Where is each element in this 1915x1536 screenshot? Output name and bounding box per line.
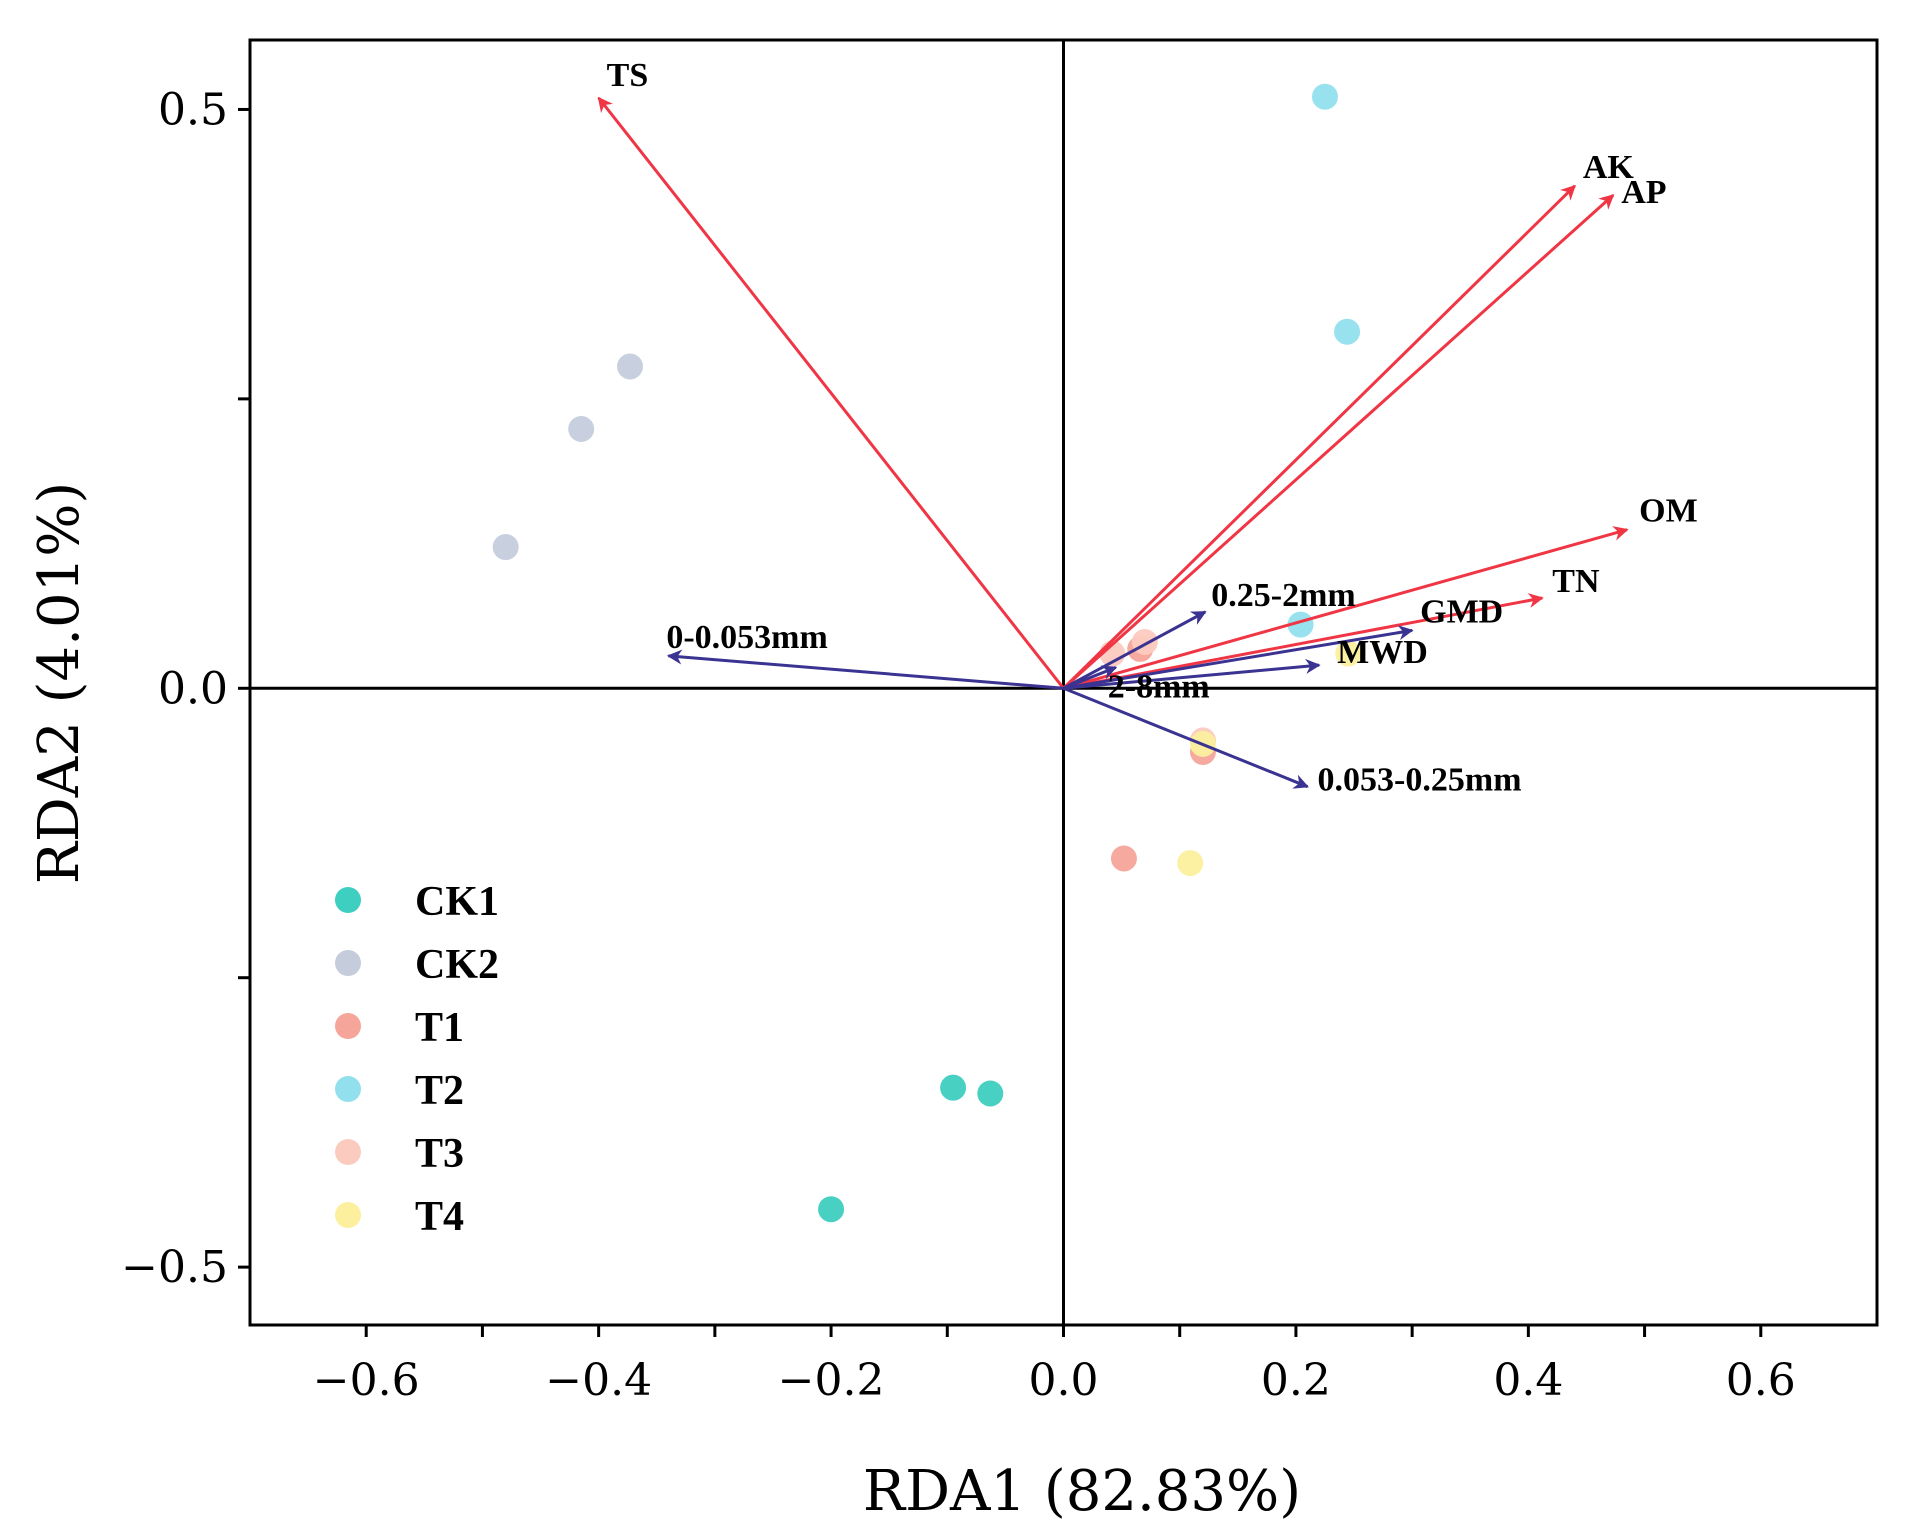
legend-marker-t1 bbox=[335, 1013, 361, 1039]
x-tick-label: −0.2 bbox=[778, 1355, 885, 1406]
vector-label-0-0-053mm: 0-0.053mm bbox=[666, 619, 827, 656]
y-tick-label: −0.5 bbox=[121, 1242, 228, 1293]
y-axis-title: RDA2 (4.01%) bbox=[27, 482, 92, 885]
x-axis-title: RDA1 (82.83%) bbox=[863, 1459, 1301, 1524]
vector-tn bbox=[1063, 593, 1544, 690]
vector-label-ak: AK bbox=[1583, 149, 1635, 186]
legend-marker-t2 bbox=[335, 1076, 361, 1102]
point-t2 bbox=[1334, 318, 1361, 345]
x-tick-label: 0.4 bbox=[1493, 1355, 1563, 1406]
vector-label-gmd: GMD bbox=[1420, 593, 1503, 630]
point-t4 bbox=[1177, 850, 1204, 877]
vector-label-ap: AP bbox=[1621, 174, 1666, 211]
legend: CK1 CK2 T1 T2 T3 T4 bbox=[335, 879, 499, 1240]
y-tick-label: 0.5 bbox=[158, 84, 228, 135]
vectors-layer bbox=[597, 96, 1629, 789]
point-t3 bbox=[1131, 628, 1158, 655]
legend-label-t3: T3 bbox=[415, 1131, 464, 1177]
point-t4 bbox=[1335, 640, 1362, 667]
vector-label-ts: TS bbox=[607, 57, 649, 94]
x-tick-label: 0.0 bbox=[1029, 1355, 1099, 1406]
vector-label-0-053-0-25mm: 0.053-0.25mm bbox=[1318, 762, 1522, 799]
legend-marker-t3 bbox=[335, 1139, 361, 1165]
vector-label-2-8mm: 2-8mm bbox=[1108, 668, 1210, 705]
legend-marker-ck1 bbox=[335, 887, 361, 913]
vector-label-tn: TN bbox=[1552, 563, 1600, 600]
points-layer bbox=[492, 83, 1362, 1223]
point-ck2 bbox=[568, 415, 595, 442]
point-t2 bbox=[1287, 611, 1314, 638]
vector-ap bbox=[1062, 194, 1615, 690]
x-tick-label: 0.6 bbox=[1726, 1355, 1796, 1406]
x-tick-label: −0.6 bbox=[313, 1355, 420, 1406]
x-tick-label: 0.2 bbox=[1261, 1355, 1331, 1406]
point-t1 bbox=[1110, 845, 1137, 872]
legend-marker-t4 bbox=[335, 1202, 361, 1228]
vector-gmd bbox=[1063, 625, 1414, 690]
vector-om bbox=[1063, 526, 1629, 690]
legend-label-ck1: CK1 bbox=[415, 879, 499, 925]
point-ck1 bbox=[940, 1074, 967, 1101]
vector-label-mwd: MWD bbox=[1337, 634, 1428, 671]
vector-label-0-25-2mm: 0.25-2mm bbox=[1211, 577, 1355, 614]
point-ck2 bbox=[492, 534, 519, 561]
vector-2-8mm bbox=[1062, 665, 1118, 690]
vector-ak bbox=[1062, 184, 1576, 690]
x-tick-label: −0.4 bbox=[545, 1355, 652, 1406]
point-ck1 bbox=[977, 1080, 1004, 1107]
vector-mwd bbox=[1063, 658, 1321, 690]
vector-0-25-2mm bbox=[1062, 610, 1207, 690]
point-t2 bbox=[1311, 83, 1338, 110]
legend-label-t2: T2 bbox=[415, 1068, 464, 1114]
axes-layer: −0.6 −0.4 −0.2 0.0 0.2 0.4 0.6 0.5 0.0 −0.5 bbox=[121, 38, 1879, 1406]
point-ck2 bbox=[617, 353, 644, 380]
vector-ts bbox=[597, 96, 1065, 690]
legend-label-ck2: CK2 bbox=[415, 942, 499, 988]
legend-label-t1: T1 bbox=[415, 1005, 464, 1051]
vector-0-053-0-25mm bbox=[1062, 686, 1309, 789]
point-ck1 bbox=[818, 1196, 845, 1223]
vector-label-om: OM bbox=[1639, 493, 1698, 530]
legend-marker-ck2 bbox=[335, 950, 361, 976]
y-tick-label: 0.0 bbox=[158, 663, 228, 714]
legend-label-t4: T4 bbox=[415, 1194, 464, 1240]
vector-0-0-053mm bbox=[666, 649, 1064, 690]
